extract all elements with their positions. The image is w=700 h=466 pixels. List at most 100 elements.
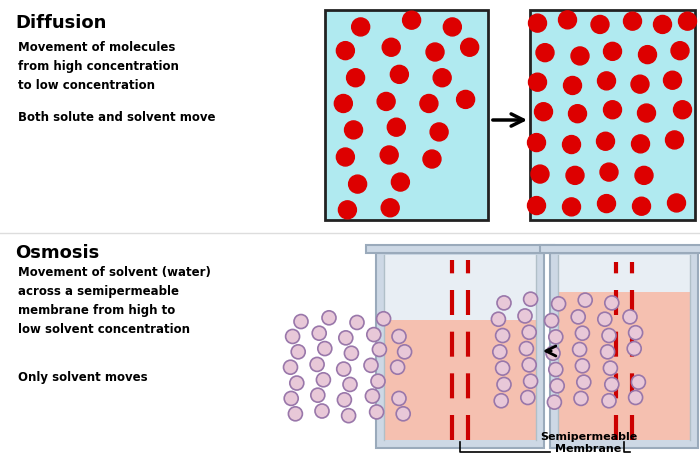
Circle shape <box>573 343 587 356</box>
Circle shape <box>318 342 332 356</box>
Circle shape <box>678 12 696 30</box>
Circle shape <box>344 346 358 360</box>
Circle shape <box>349 175 367 193</box>
Circle shape <box>286 329 300 343</box>
Circle shape <box>563 136 580 153</box>
Circle shape <box>337 362 351 376</box>
Circle shape <box>342 409 356 423</box>
Circle shape <box>624 12 641 30</box>
Circle shape <box>549 363 563 377</box>
Circle shape <box>396 407 410 421</box>
Text: Only solvent moves: Only solvent moves <box>18 371 148 384</box>
Circle shape <box>461 38 479 56</box>
Circle shape <box>524 374 538 388</box>
Circle shape <box>380 146 398 164</box>
Polygon shape <box>366 245 554 253</box>
Circle shape <box>566 166 584 185</box>
Circle shape <box>598 195 615 212</box>
Circle shape <box>491 312 505 326</box>
Circle shape <box>522 325 536 339</box>
Circle shape <box>571 310 585 324</box>
Circle shape <box>284 391 298 405</box>
Circle shape <box>496 329 510 343</box>
Circle shape <box>602 329 616 343</box>
Circle shape <box>382 199 399 217</box>
Circle shape <box>547 395 561 409</box>
Circle shape <box>564 76 582 95</box>
Circle shape <box>311 388 325 402</box>
Circle shape <box>337 393 351 407</box>
Polygon shape <box>550 253 698 448</box>
Circle shape <box>391 65 408 83</box>
Circle shape <box>528 197 545 214</box>
Circle shape <box>598 72 615 90</box>
Circle shape <box>518 309 532 323</box>
Circle shape <box>420 95 438 112</box>
Circle shape <box>575 359 589 373</box>
Circle shape <box>571 47 589 65</box>
Circle shape <box>627 342 641 356</box>
Circle shape <box>377 312 391 326</box>
Circle shape <box>350 315 364 329</box>
Circle shape <box>364 358 378 372</box>
Text: Osmosis: Osmosis <box>15 244 99 262</box>
Circle shape <box>392 329 406 343</box>
Circle shape <box>402 11 421 29</box>
Circle shape <box>603 101 622 119</box>
Circle shape <box>398 345 412 359</box>
Circle shape <box>568 105 587 123</box>
Circle shape <box>631 375 645 389</box>
Circle shape <box>316 373 330 387</box>
Circle shape <box>664 71 682 89</box>
Circle shape <box>382 38 400 56</box>
Bar <box>530 10 695 220</box>
Circle shape <box>315 404 329 418</box>
Circle shape <box>346 69 365 87</box>
Polygon shape <box>376 253 544 448</box>
Polygon shape <box>558 292 690 440</box>
Polygon shape <box>384 320 536 440</box>
Circle shape <box>290 376 304 390</box>
Circle shape <box>563 198 580 216</box>
Polygon shape <box>558 255 690 292</box>
Circle shape <box>521 391 535 404</box>
Circle shape <box>343 377 357 391</box>
Circle shape <box>552 297 566 311</box>
Circle shape <box>668 194 685 212</box>
Circle shape <box>335 95 352 112</box>
Circle shape <box>392 391 406 405</box>
Circle shape <box>605 296 619 310</box>
Circle shape <box>602 394 616 408</box>
Circle shape <box>339 331 353 345</box>
Circle shape <box>338 201 356 219</box>
Circle shape <box>559 11 577 29</box>
Circle shape <box>535 103 552 121</box>
Circle shape <box>524 292 538 306</box>
Circle shape <box>638 104 655 122</box>
Circle shape <box>493 345 507 359</box>
Circle shape <box>426 43 444 61</box>
Circle shape <box>546 346 560 360</box>
Circle shape <box>497 377 511 391</box>
Circle shape <box>528 73 547 91</box>
Circle shape <box>531 165 549 183</box>
Circle shape <box>578 293 592 307</box>
Circle shape <box>312 326 326 340</box>
Text: Movement of solvent (water)
across a semipermeable
membrane from high to
low sol: Movement of solvent (water) across a sem… <box>18 266 211 336</box>
Circle shape <box>631 75 649 93</box>
Circle shape <box>591 15 609 34</box>
Circle shape <box>391 360 405 374</box>
Circle shape <box>550 379 564 393</box>
Circle shape <box>600 163 618 181</box>
Circle shape <box>344 121 363 139</box>
Circle shape <box>367 328 381 342</box>
Polygon shape <box>384 255 536 320</box>
Circle shape <box>605 377 619 391</box>
Circle shape <box>284 360 298 374</box>
Circle shape <box>666 131 683 149</box>
Circle shape <box>288 407 302 421</box>
Circle shape <box>603 361 617 375</box>
Circle shape <box>603 42 622 60</box>
Circle shape <box>496 361 510 375</box>
Circle shape <box>443 18 461 36</box>
